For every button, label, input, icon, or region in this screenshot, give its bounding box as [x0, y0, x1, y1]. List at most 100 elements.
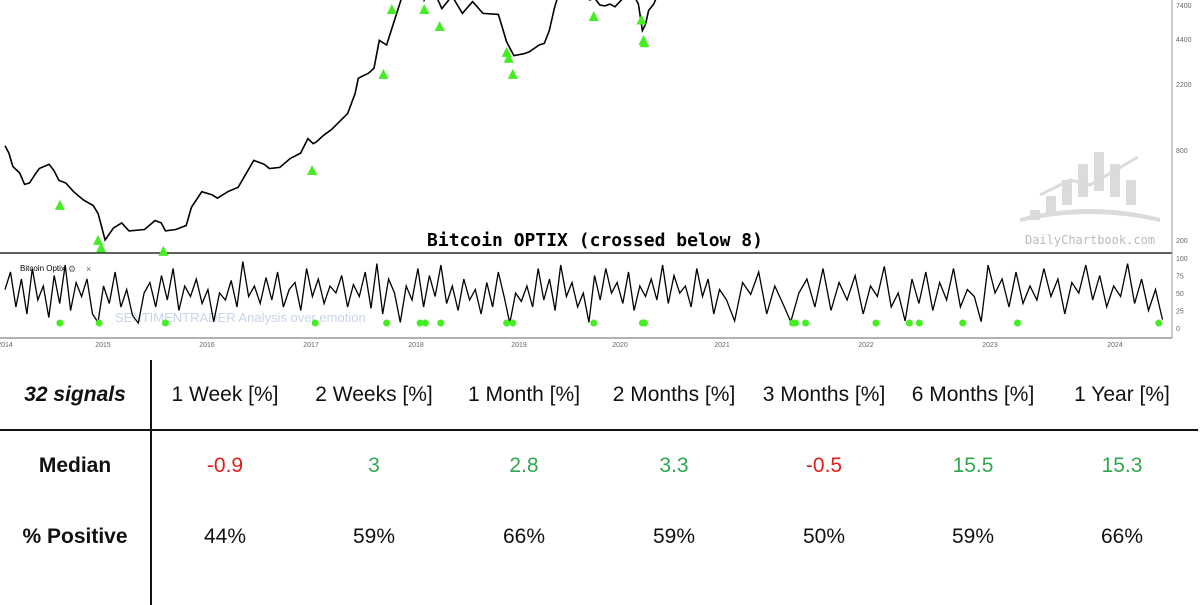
signal-dot — [95, 319, 103, 327]
signal-triangle — [93, 234, 104, 245]
settings-icon[interactable]: ⚙ — [68, 264, 76, 274]
signal-dot — [503, 319, 511, 327]
year-tick-label: 2017 — [303, 342, 319, 349]
logo-bar — [1078, 164, 1088, 197]
header-divider — [0, 429, 1198, 431]
table-cell: 50% — [802, 525, 846, 548]
column-divider — [150, 360, 152, 605]
signal-dot — [959, 319, 967, 327]
signal-triangle — [378, 68, 389, 79]
column-header: 1 Year [%] — [1074, 383, 1170, 406]
signal-dot — [56, 319, 64, 327]
signal-triangle — [96, 242, 107, 253]
year-tick-label: 2016 — [199, 342, 215, 349]
logo-bar — [1046, 196, 1056, 213]
signal-dot — [421, 319, 429, 327]
signal-dot — [416, 319, 424, 327]
bitcoin-optix-chart: Bitcoin OPTIX (crossed below 8) Bitcoin … — [0, 0, 1192, 349]
signal-count: 32 signals — [24, 383, 126, 406]
table-cell: 66% — [502, 525, 546, 548]
table-cell: 66% — [1100, 525, 1144, 548]
osc-tick-label: 50 — [1176, 291, 1184, 298]
signal-stats-table: 32 signals 1 Week [%] 2 Weeks [%] 1 Month [… — [0, 355, 1200, 605]
signal-triangle — [434, 20, 445, 31]
price-tick-label: 200 — [1176, 238, 1188, 245]
signal-dot — [915, 319, 923, 327]
signal-dot — [590, 319, 598, 327]
signal-triangle — [419, 4, 430, 14]
logo-bar — [1062, 180, 1072, 205]
year-tick-label: 2019 — [511, 342, 527, 349]
column-header: 1 Week [%] — [171, 383, 279, 406]
year-tick-label: 2021 — [714, 342, 730, 349]
table-cell: 15.3 — [1101, 454, 1143, 477]
logo-book — [1020, 209, 1160, 222]
signal-dot — [640, 319, 648, 327]
column-header: 6 Months [%] — [911, 383, 1035, 406]
signal-triangle — [503, 52, 514, 63]
osc-tick-label: 75 — [1176, 274, 1184, 281]
year-tick-label: 2023 — [982, 342, 998, 349]
column-header: 3 Months [%] — [762, 383, 886, 406]
column-header: 1 Month [%] — [467, 383, 581, 406]
signal-triangle — [158, 245, 169, 256]
year-tick-label: 2014 — [0, 342, 13, 349]
row-label: % Positive — [22, 525, 128, 548]
logo-bar — [1110, 164, 1120, 197]
price-tick-label: 2200 — [1176, 82, 1192, 89]
signal-dot — [872, 319, 880, 327]
signal-triangle — [307, 164, 318, 175]
signal-triangle — [386, 4, 397, 14]
year-tick-label: 2018 — [408, 342, 424, 349]
price-tick-label: 7400 — [1176, 3, 1192, 10]
sentimentrader-watermark: SENTIMENTRADER Analysis over emotion — [115, 310, 366, 325]
signal-dot — [311, 319, 319, 327]
table-cell: 44% — [203, 525, 247, 548]
price-line — [4, 0, 657, 242]
signal-dot — [509, 319, 517, 327]
table-cell: 15.5 — [952, 454, 994, 477]
watermark-text: DailyChartbook.com — [1025, 233, 1155, 247]
signal-dot — [383, 319, 391, 327]
column-header: 2 Weeks [%] — [315, 383, 433, 406]
signal-dot — [1014, 319, 1021, 327]
signal-triangle — [54, 199, 65, 210]
logo-bar — [1030, 210, 1040, 220]
signal-dot — [437, 319, 445, 327]
osc-tick-label: 0 — [1176, 326, 1180, 333]
oscillator-line — [4, 261, 1164, 325]
signal-triangle — [639, 37, 650, 48]
osc-tick-label: 100 — [1176, 256, 1188, 263]
signal-dot — [905, 319, 913, 327]
logo-bar — [1126, 180, 1136, 205]
table-cell: 59% — [352, 525, 396, 548]
column-header: 2 Months [%] — [612, 383, 736, 406]
year-tick-label: 2024 — [1107, 342, 1123, 349]
signal-dot — [1155, 319, 1163, 327]
dailychartbook-logo — [1020, 152, 1160, 222]
logo-bar — [1094, 152, 1104, 191]
table-cell: -0.9 — [206, 454, 244, 477]
table-cell: 3 — [368, 454, 380, 477]
price-tick-label: 800 — [1176, 148, 1188, 155]
year-tick-label: 2015 — [95, 342, 111, 349]
signal-triangle — [588, 11, 599, 22]
price-tick-label: 4400 — [1176, 37, 1192, 44]
year-tick-label: 2022 — [858, 342, 874, 349]
signal-triangle — [507, 68, 518, 79]
signal-dot — [802, 319, 810, 327]
table-cell: 59% — [652, 525, 696, 548]
table-cell: 2.8 — [509, 454, 539, 477]
signal-triangle — [636, 14, 647, 25]
signal-dot — [161, 319, 169, 327]
chart-title: Bitcoin OPTIX (crossed below 8) — [427, 230, 763, 251]
table-cell: 59% — [951, 525, 995, 548]
signal-dot — [791, 319, 799, 327]
year-tick-label: 2020 — [612, 342, 628, 349]
table-cell: 3.3 — [659, 454, 689, 477]
table-cell: -0.5 — [805, 454, 843, 477]
close-icon[interactable]: × — [86, 264, 91, 274]
osc-tick-label: 25 — [1176, 309, 1184, 316]
oscillator-label: Bitcoin Optix — [20, 264, 65, 273]
row-label: Median — [38, 454, 112, 477]
